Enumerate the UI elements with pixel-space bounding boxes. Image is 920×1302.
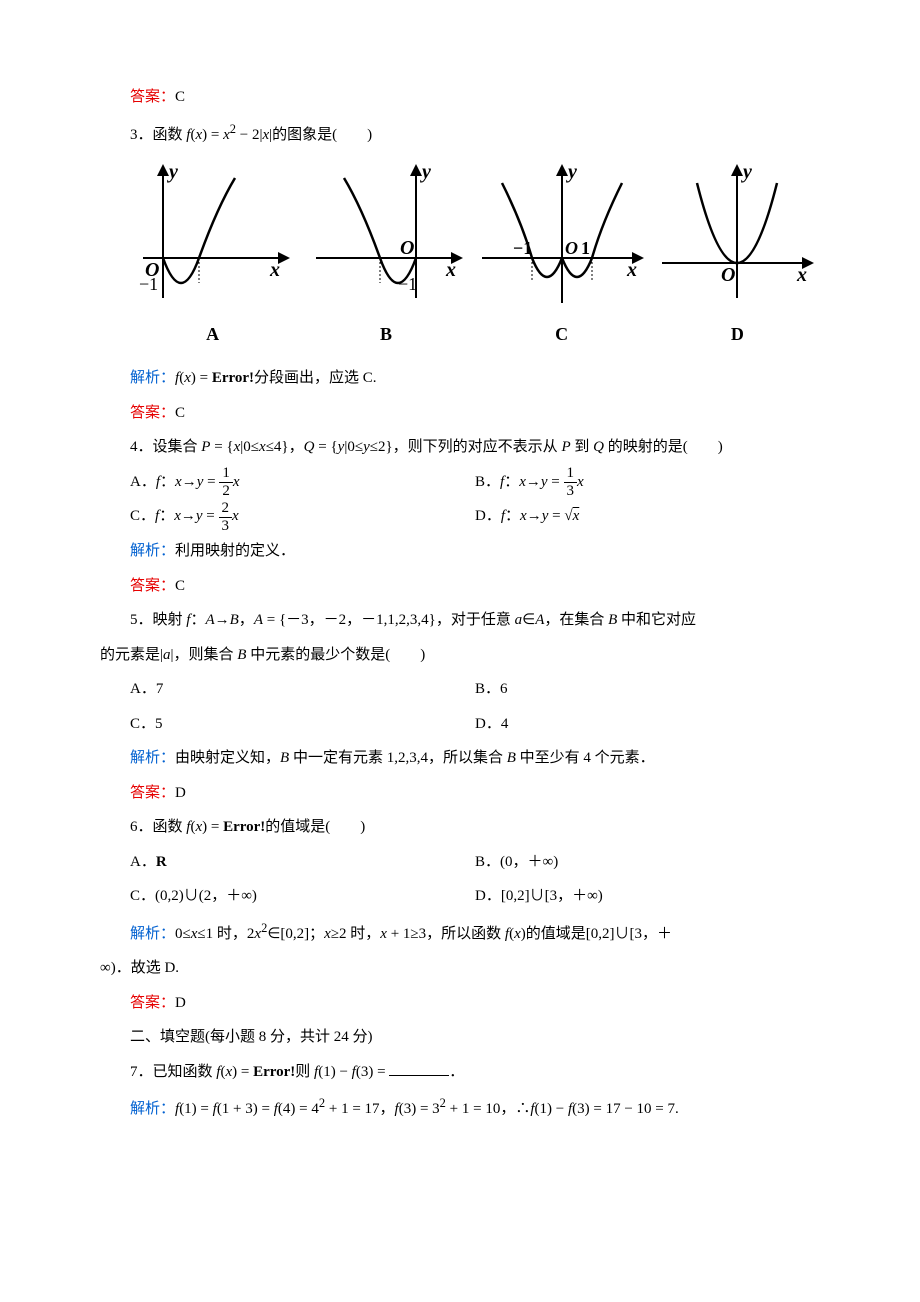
svg-text:x: x <box>445 259 456 281</box>
svg-text:x: x <box>796 264 807 286</box>
q6-analysis-line2: ∞)．故选 D. <box>100 951 820 986</box>
svg-text:x: x <box>269 259 280 281</box>
q7-analysis: 解析：f(1) = f(1 + 3) = f(4) = 42 + 1 = 17，… <box>100 1089 820 1127</box>
q4-answer: 答案：C <box>100 569 820 604</box>
q6-optD: D．[0,2]∪[3，＋∞) <box>475 879 820 914</box>
svg-text:x: x <box>626 259 637 281</box>
q6-optB: B．(0，＋∞) <box>475 845 820 880</box>
q6-opts-row2: C．(0,2)∪(2，＋∞) D．[0,2]∪[3，＋∞) <box>100 879 820 914</box>
svg-text:O: O <box>721 264 735 286</box>
q4-optA: A．f：x→y = 12x <box>130 465 475 500</box>
q4-optC: C．f：x→y = 23x <box>130 499 475 534</box>
graph-b: y x O −1 B <box>303 158 468 355</box>
svg-text:y: y <box>741 161 752 183</box>
q4-opts-row1: A．f：x→y = 12x B．f：x→y = 13x <box>100 465 820 500</box>
q3-graphs: y x O −1 A y x O −1 B y <box>130 158 820 355</box>
svg-text:1: 1 <box>581 238 590 258</box>
graph-c: y x O −1 1 C <box>477 158 647 355</box>
q4-optD: D．f：x→y = √x <box>475 499 820 534</box>
q6-stem: 6．函数 f(x) = Error!的值域是( ) <box>100 810 820 845</box>
svg-text:−1: −1 <box>139 274 158 294</box>
q5-optB: B．6 <box>475 672 820 707</box>
q3-answer: 答案：C <box>100 396 820 431</box>
q4-opts-row2: C．f：x→y = 23x D．f：x→y = √x <box>100 499 820 534</box>
q5-optA: A．7 <box>130 672 475 707</box>
q6-answer: 答案：D <box>100 986 820 1021</box>
svg-text:O: O <box>400 237 414 259</box>
q6-optC: C．(0,2)∪(2，＋∞) <box>130 879 475 914</box>
q4-analysis: 解析：利用映射的定义． <box>100 534 820 569</box>
graph-a: y x O −1 A <box>130 158 295 355</box>
q5-optD: D．4 <box>475 707 820 742</box>
svg-text:y: y <box>420 161 431 183</box>
q6-opts-row1: A．R B．(0，＋∞) <box>100 845 820 880</box>
q5-stem-line1: 5．映射 f：A→B，A = {－3，－2，－1,1,2,3,4}，对于任意 a… <box>100 603 820 638</box>
q2-answer: 答案：C <box>100 80 820 115</box>
q4-optB: B．f：x→y = 13x <box>475 465 820 500</box>
svg-text:O: O <box>565 238 578 258</box>
fill-blank <box>389 1060 449 1076</box>
q6-optA: A．R <box>130 845 475 880</box>
q7-stem: 7．已知函数 f(x) = Error!则 f(1) − f(3) = ． <box>100 1055 820 1090</box>
svg-text:y: y <box>566 161 577 183</box>
q3-stem: 3．函数 f(x) = x2 − 2|x|的图象是( ) <box>100 115 820 153</box>
q6-analysis-line1: 解析：0≤x≤1 时，2x2∈[0,2]；x≥2 时，x + 1≥3，所以函数 … <box>100 914 820 952</box>
q3-analysis: 解析：f(x) = Error!分段画出，应选 C. <box>100 361 820 396</box>
q5-analysis: 解析：由映射定义知，B 中一定有元素 1,2,3,4，所以集合 B 中至少有 4… <box>100 741 820 776</box>
graph-d: y x O D <box>655 158 820 355</box>
q5-stem-line2: 的元素是|a|，则集合 B 中元素的最少个数是( ) <box>100 638 820 673</box>
section2-heading: 二、填空题(每小题 8 分，共计 24 分) <box>100 1020 820 1055</box>
q5-opts-row1: A．7 B．6 <box>100 672 820 707</box>
q5-optC: C．5 <box>130 707 475 742</box>
q5-answer: 答案：D <box>100 776 820 811</box>
svg-text:y: y <box>167 161 178 183</box>
answer-value: C <box>175 89 185 105</box>
q4-stem: 4．设集合 P = {x|0≤x≤4}，Q = {y|0≤y≤2}，则下列的对应… <box>100 430 820 465</box>
q5-opts-row2: C．5 D．4 <box>100 707 820 742</box>
answer-label: 答案： <box>130 89 175 105</box>
svg-text:−1: −1 <box>513 238 532 258</box>
svg-text:−1: −1 <box>398 274 417 294</box>
